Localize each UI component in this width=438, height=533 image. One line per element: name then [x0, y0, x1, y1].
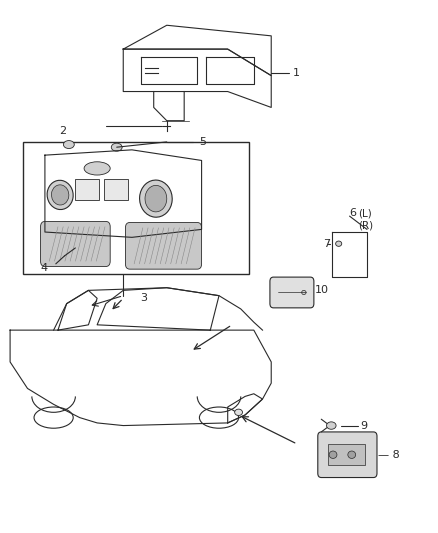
- Ellipse shape: [326, 422, 336, 429]
- Text: 4: 4: [41, 263, 48, 273]
- Ellipse shape: [329, 451, 337, 458]
- Ellipse shape: [84, 162, 110, 175]
- Text: 2: 2: [60, 126, 67, 136]
- FancyBboxPatch shape: [270, 277, 314, 308]
- Text: 6: 6: [350, 208, 357, 219]
- Ellipse shape: [47, 180, 73, 209]
- Text: 10: 10: [315, 285, 329, 295]
- Ellipse shape: [34, 407, 73, 428]
- Text: 1: 1: [293, 68, 300, 78]
- Text: 5: 5: [199, 137, 206, 147]
- Text: (R): (R): [358, 221, 374, 231]
- Text: — 8: — 8: [378, 450, 399, 460]
- Ellipse shape: [199, 407, 239, 428]
- Bar: [23, 142, 250, 274]
- Bar: [104, 179, 127, 200]
- Ellipse shape: [64, 141, 74, 149]
- Ellipse shape: [348, 451, 356, 458]
- Text: 9: 9: [360, 421, 367, 431]
- FancyBboxPatch shape: [125, 222, 201, 269]
- Text: 3: 3: [141, 293, 148, 303]
- Bar: [75, 179, 99, 200]
- Text: (L): (L): [358, 208, 372, 219]
- Text: 7: 7: [323, 239, 330, 249]
- Ellipse shape: [145, 185, 167, 212]
- FancyBboxPatch shape: [41, 221, 110, 266]
- Bar: [328, 444, 365, 465]
- Ellipse shape: [336, 241, 342, 246]
- Ellipse shape: [235, 409, 243, 416]
- Ellipse shape: [51, 185, 69, 205]
- FancyBboxPatch shape: [318, 432, 377, 478]
- Ellipse shape: [302, 290, 306, 295]
- Ellipse shape: [111, 143, 122, 151]
- Ellipse shape: [140, 180, 172, 217]
